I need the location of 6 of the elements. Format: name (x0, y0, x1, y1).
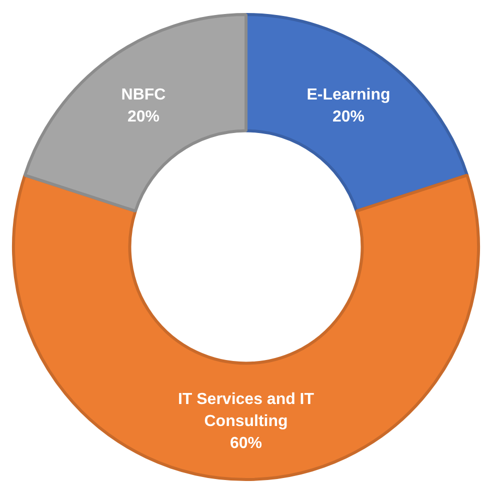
data-label: 20% (127, 108, 160, 126)
slice-label: NBFC (121, 86, 166, 104)
slice-label: E-Learning (306, 86, 390, 104)
data-label: 60% (230, 434, 262, 452)
slice-label: IT Services and IT Consulting (178, 390, 314, 430)
data-label: 20% (332, 108, 365, 126)
